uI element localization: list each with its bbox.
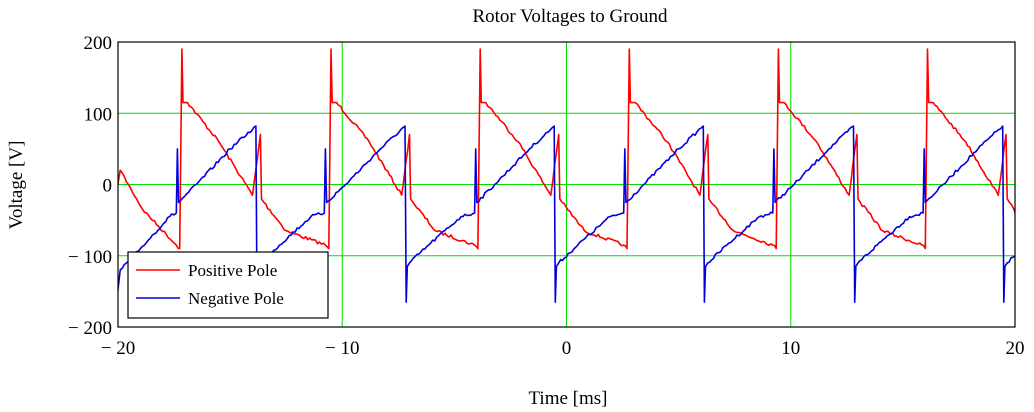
y-tick-label: 0 bbox=[103, 176, 113, 197]
legend-label-negative-pole: Negative Pole bbox=[188, 289, 284, 308]
y-tick-label: 200 bbox=[84, 33, 113, 54]
legend-box bbox=[127, 251, 329, 319]
x-tick-label: 0 bbox=[562, 338, 572, 359]
x-axis-label: Time [ms] bbox=[528, 388, 607, 409]
chart-title: Rotor Voltages to Ground bbox=[472, 6, 668, 27]
y-axis-label: Voltage [V] bbox=[6, 141, 27, 230]
y-tick-label: 100 bbox=[84, 104, 113, 125]
plot-frame bbox=[117, 41, 1016, 328]
series-line-positive-pole bbox=[118, 48, 1015, 250]
y-tick-label: − 200 bbox=[68, 318, 112, 339]
x-tick-label: − 20 bbox=[101, 338, 135, 359]
y-tick-label: − 100 bbox=[68, 247, 112, 268]
x-tick-label: − 10 bbox=[325, 338, 359, 359]
x-tick-label: 20 bbox=[1006, 338, 1025, 359]
y-axis-ticks: − 200 − 100 0 100 200 bbox=[68, 33, 112, 339]
x-tick-label: 10 bbox=[781, 338, 800, 359]
legend: Positive Pole Negative Pole bbox=[127, 251, 329, 319]
x-axis-ticks: − 20 − 10 0 10 20 bbox=[101, 338, 1025, 359]
legend-label-positive-pole: Positive Pole bbox=[188, 261, 277, 280]
